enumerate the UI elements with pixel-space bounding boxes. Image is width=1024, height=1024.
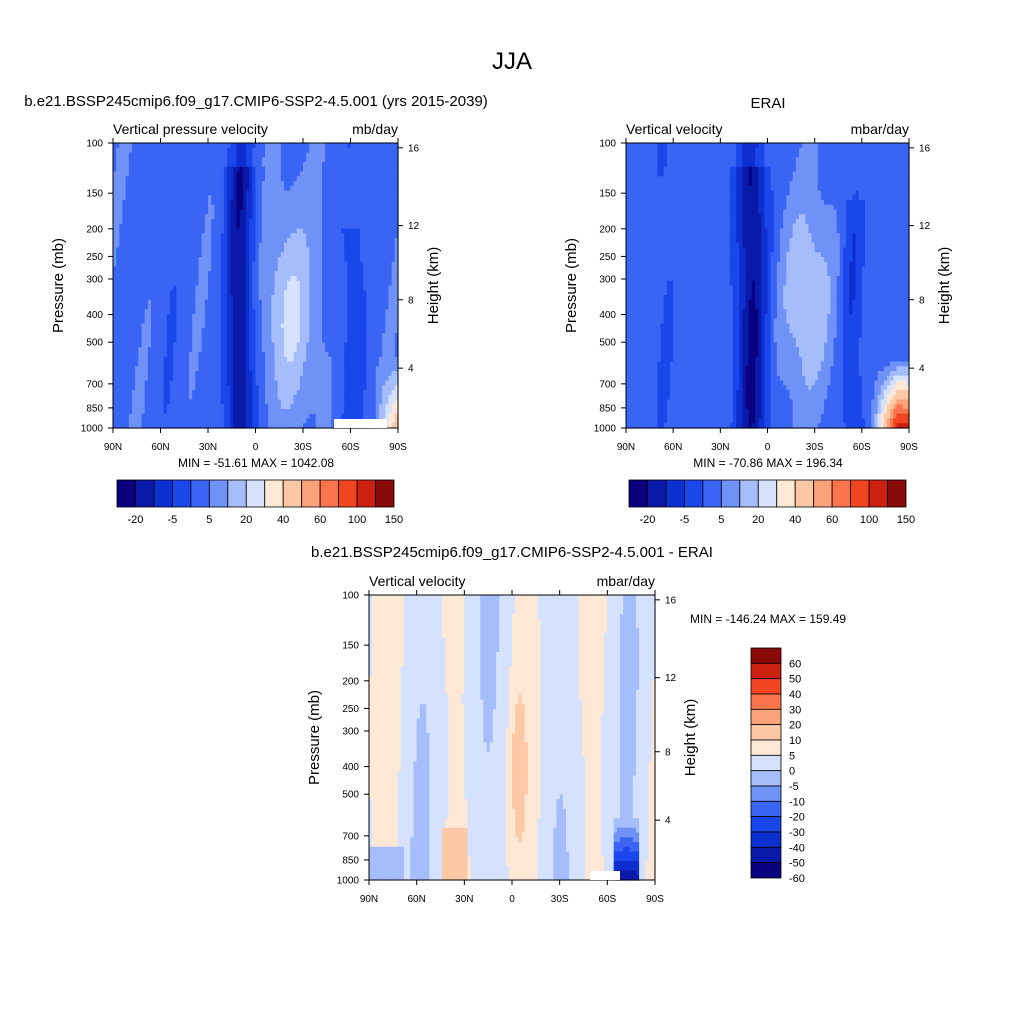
- contour-plot-0: [113, 143, 399, 429]
